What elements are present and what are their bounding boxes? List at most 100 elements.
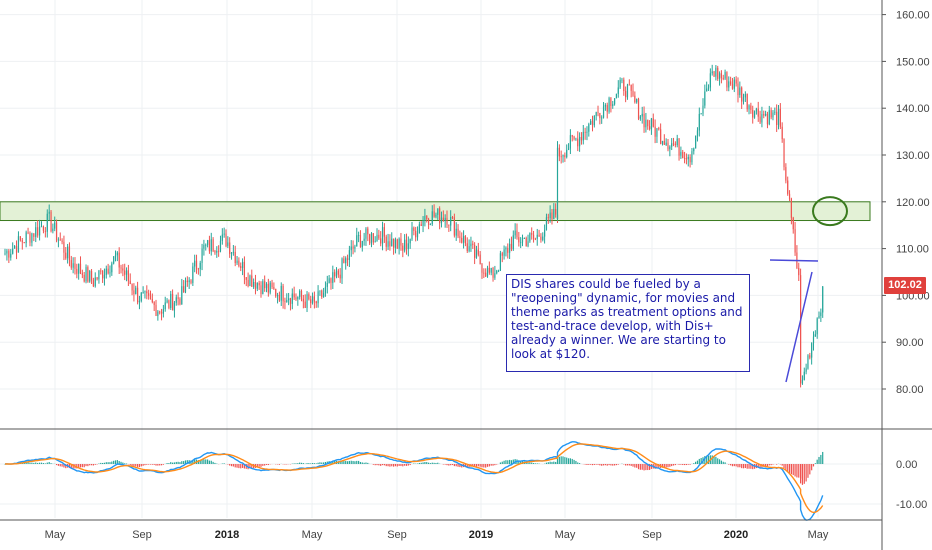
macd-histogram-bar (567, 458, 570, 464)
macd-histogram-bar (391, 464, 393, 467)
candle-body (492, 267, 494, 278)
macd-histogram-bar (486, 464, 489, 467)
candle-body (818, 315, 820, 319)
macd-histogram-bar (750, 464, 752, 469)
macd-histogram-bar (420, 462, 422, 464)
macd-histogram-bar (83, 464, 85, 468)
macd-histogram-bar (564, 457, 566, 464)
macd-histogram-bar (50, 463, 52, 464)
macd-histogram-bar (300, 462, 303, 464)
candle-body (612, 104, 614, 106)
annotation-note: DIS shares could be fueled by a "reopeni… (506, 274, 750, 372)
candle-body (328, 278, 330, 284)
candle-body (564, 155, 566, 158)
macd-histogram-bar (378, 464, 380, 466)
candle-body (816, 318, 818, 335)
macd-histogram-bar (264, 464, 266, 466)
macd-histogram-bar (70, 464, 72, 469)
macd-histogram-bar (455, 464, 457, 467)
candle-body (129, 280, 131, 285)
macd-histogram-bar (733, 464, 735, 467)
y-tick-label: 130.00 (896, 150, 930, 162)
candle-body (232, 251, 234, 253)
macd-histogram-bar (591, 464, 594, 466)
candle-body (291, 293, 293, 304)
macd-histogram-bar (295, 463, 297, 464)
macd-histogram-bar (299, 462, 301, 464)
candle-body (192, 266, 194, 283)
candle-body (768, 110, 770, 125)
macd-histogram-bar (120, 461, 122, 464)
candle-body (346, 258, 349, 260)
macd-histogram-bar (398, 464, 400, 466)
macd-histogram-bar (628, 464, 630, 466)
macd-histogram-bar (262, 464, 264, 466)
price-candles (4, 64, 824, 388)
candle-body (264, 281, 266, 289)
candle-body (218, 250, 220, 252)
candle-body (15, 246, 18, 253)
candle-body (763, 114, 765, 116)
macd-histogram-bar (376, 464, 378, 466)
candle-body (374, 241, 376, 243)
candle-body (450, 217, 452, 226)
macd-histogram-bar (496, 464, 498, 465)
candle-body (258, 282, 260, 286)
candle-body (267, 283, 269, 293)
candle-body (392, 238, 395, 248)
candle-body (490, 267, 492, 273)
candle-body (540, 236, 542, 240)
macd-histogram-bar (474, 464, 476, 467)
candle-body (79, 263, 82, 274)
macd-histogram-bar (573, 459, 575, 464)
candle-body (133, 290, 135, 295)
candle-body (477, 249, 479, 255)
macd-histogram-bar (752, 464, 754, 470)
candle-body (334, 272, 336, 277)
candle-body (102, 270, 104, 279)
macd-histogram-bar (25, 462, 27, 464)
candle-body (391, 238, 393, 247)
macd-histogram-bar (111, 461, 113, 464)
candle-body (759, 116, 761, 123)
candle-body (494, 273, 496, 278)
candle-body (474, 244, 476, 258)
macd-histogram-bar (477, 464, 479, 467)
candle-body (748, 105, 750, 110)
macd-histogram-bar (783, 464, 785, 469)
macd-histogram-bar (501, 461, 503, 464)
macd-histogram-bar (48, 462, 50, 464)
macd-histogram-bar (656, 464, 658, 469)
candle-body (33, 233, 35, 237)
macd-histogram-bar (343, 461, 345, 464)
candle-body (560, 156, 562, 158)
candle-body (440, 217, 443, 224)
macd-histogram-bar (241, 464, 244, 468)
candle-body (566, 149, 568, 158)
macd-histogram-bar (227, 464, 229, 465)
candle-body (503, 249, 505, 256)
y-tick-label: 160.00 (896, 10, 930, 22)
candle-body (643, 113, 645, 128)
candle-body (788, 193, 791, 199)
macd-histogram-bar (192, 459, 194, 464)
macd-histogram-bar (94, 464, 96, 465)
candle-body (632, 90, 634, 96)
macd-histogram-bar (545, 462, 548, 464)
macd-histogram-bar (641, 464, 643, 470)
macd-histogram-bar (689, 464, 691, 465)
candle-body (682, 151, 684, 159)
macd-histogram-bar (531, 462, 533, 464)
candle-body (76, 268, 78, 274)
candle-body (623, 79, 625, 92)
candle-body (798, 267, 800, 276)
candle-body (181, 286, 183, 305)
candle-body (691, 151, 693, 163)
candle-body (317, 291, 319, 304)
macd-histogram-bar (459, 464, 461, 468)
macd-histogram-bar (102, 462, 104, 464)
macd-histogram-bar (332, 460, 334, 464)
macd-histogram-bar (365, 462, 367, 464)
candle-body (757, 108, 759, 117)
candle-body (739, 87, 741, 96)
